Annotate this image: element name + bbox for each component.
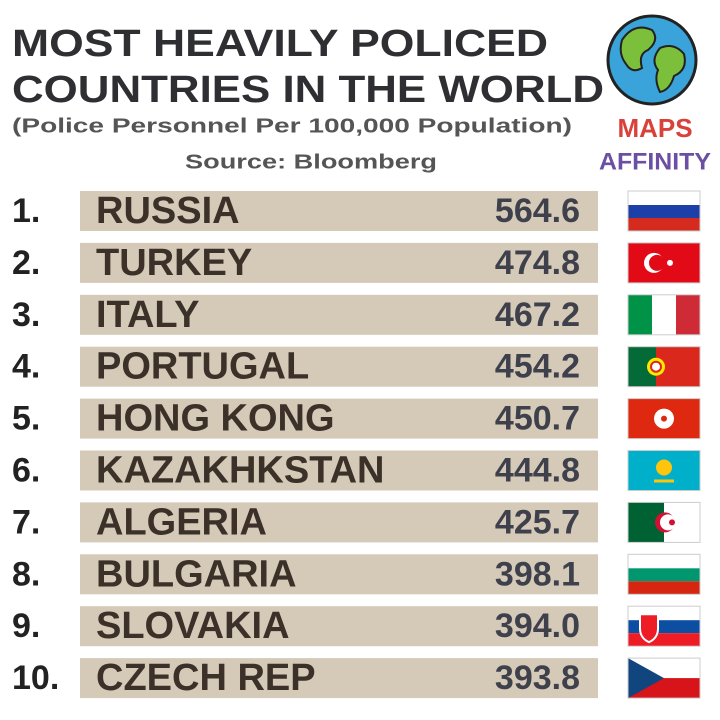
flag-part [639,613,659,644]
flag-part [654,479,674,483]
flag-part [661,415,667,422]
country: SLOVAKIA [96,605,290,647]
flag [627,294,701,336]
flag-part [667,259,673,266]
country: KAZAKHKSTAN [96,450,385,492]
flag-border [627,450,701,491]
row-band [80,242,598,283]
row-band [80,606,598,647]
flag [627,501,701,543]
globe-icon [606,14,698,106]
country: HONG KONG [96,398,335,440]
rows: 1. RUSSIA 564.6 2. TURKEY 474.8 3. ITALY 467.2 4.… [12,190,701,699]
value: 467.2 [495,296,580,334]
row-band [80,294,598,335]
flag-border [627,398,701,440]
title-line: MOST HEAVILY POLICED [12,23,548,65]
flag-part [649,254,665,271]
row-band [80,502,598,543]
country: BULGARIA [96,553,297,595]
source: Source: Bloomberg [185,151,437,173]
subtitle: (Police Personnel Per 100,000 Population… [12,115,572,137]
flag-part [628,205,700,218]
flag-border [627,242,701,284]
value: 398.1 [495,555,580,593]
flag [627,657,701,699]
flag-part [628,554,700,569]
flag-part [628,606,700,621]
flag-part [628,581,700,595]
flag-part [628,294,652,335]
row-band [80,658,598,699]
country: CZECH REP [96,657,316,699]
flag [627,190,701,232]
value: 474.8 [495,244,580,282]
rank: 10. [12,659,59,697]
flag-border [627,501,701,543]
rank: 8. [12,555,40,593]
flag [627,398,701,440]
rank: 6. [12,451,40,489]
country: RUSSIA [96,190,240,232]
flag-border [627,346,701,388]
value: 425.7 [495,503,580,541]
flag-part [650,360,662,373]
rank: 9. [12,607,40,645]
row-band [80,554,598,595]
flag-border [627,294,701,336]
flag-part [652,294,676,335]
flag-border [627,605,701,647]
flag-part [628,218,700,231]
flag-part [660,514,676,531]
row-band [80,450,598,491]
flag-part [676,294,700,335]
rank: 4. [12,348,40,386]
title-line: COUNTRIES IN THE WORLD [12,69,604,111]
value: 444.8 [495,451,580,489]
value: 450.7 [495,400,580,438]
flag [627,450,701,491]
flag [627,553,701,595]
flag-part [628,191,700,205]
flag-part [628,620,700,634]
rank: 1. [12,192,40,230]
row-band [80,398,598,439]
flag-part [656,459,672,476]
rank: 3. [12,296,40,334]
flag-border [627,657,701,699]
flag-part [628,633,700,647]
value: 454.2 [495,348,580,386]
logo-text: AFFINITY [599,148,711,175]
rank: 7. [12,503,40,541]
flag [627,605,701,647]
flag-part [669,519,675,526]
row-band [80,346,598,387]
country: ITALY [96,294,199,336]
value: 394.0 [495,607,580,645]
flag-part [628,658,664,699]
row-band [80,191,598,231]
country: TURKEY [96,242,252,284]
value: 564.6 [495,192,580,230]
value: 393.8 [495,659,580,697]
rank: 2. [12,244,40,282]
flag [627,242,701,284]
country: ALGERIA [96,501,267,543]
rank: 5. [12,400,40,438]
flag-border [627,553,701,595]
flag [627,346,701,388]
country: PORTUGAL [96,346,309,388]
flag-border [627,190,701,232]
flag-part [628,568,700,582]
logo-text: MAPS [617,113,692,143]
